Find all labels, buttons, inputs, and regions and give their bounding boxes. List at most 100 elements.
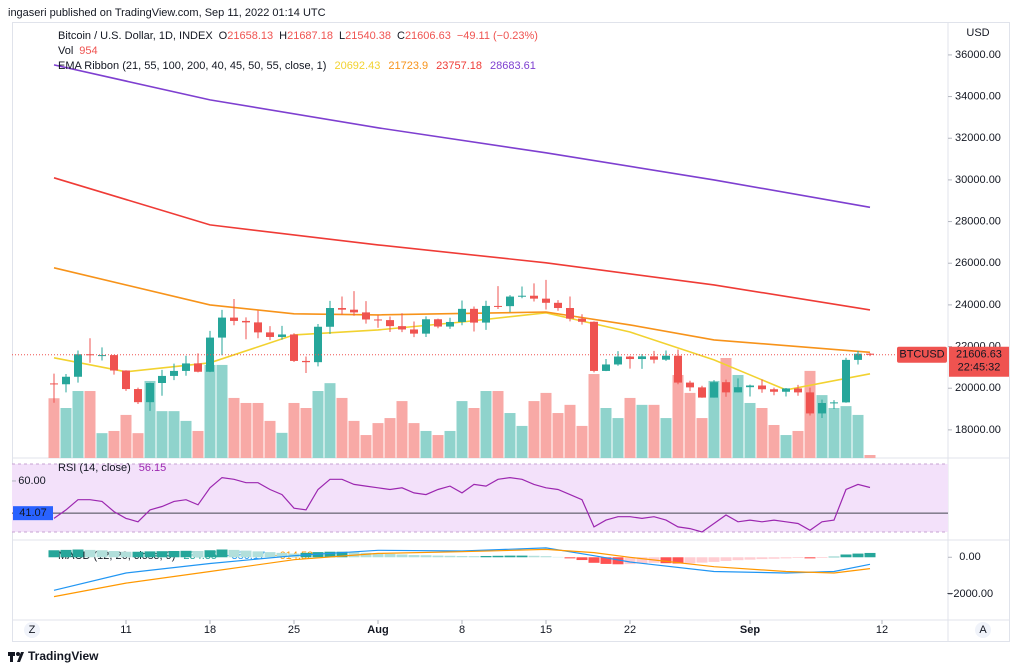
candle-body	[290, 334, 298, 361]
candle-body	[638, 356, 646, 360]
candle-body	[458, 308, 466, 322]
hist-bar	[600, 557, 612, 564]
candle-body	[50, 383, 58, 385]
hist-bar	[588, 557, 600, 563]
volume-bar	[528, 401, 540, 458]
candle-body	[530, 295, 538, 299]
candle-body	[866, 353, 874, 355]
rsi-line	[53, 476, 871, 533]
x-tick-label: 22	[624, 624, 636, 636]
x-tick-label: 15	[540, 624, 552, 636]
volume-bar	[336, 397, 348, 458]
hist-bar	[708, 557, 720, 562]
hist-bar	[504, 555, 516, 558]
hist-bar	[816, 557, 828, 559]
hist-bar	[672, 557, 684, 564]
volume-bar	[516, 425, 528, 458]
ohlc-value: 21540.38	[345, 30, 391, 42]
overlay-name: EMA Ribbon (21, 55, 100, 200, 40, 45, 50…	[58, 60, 326, 72]
hist-bar	[228, 549, 240, 558]
hline-box	[13, 506, 53, 521]
hist-bar	[84, 549, 96, 558]
hist-bar	[696, 557, 708, 563]
hist-bar	[444, 555, 456, 558]
hist-bar	[240, 550, 252, 558]
candle-body	[410, 329, 418, 334]
volume-bar	[768, 424, 780, 458]
volume-bar	[444, 430, 456, 458]
hist-bar	[408, 555, 420, 558]
volume-bar	[156, 411, 168, 458]
ohlc-label: L	[339, 30, 345, 42]
candle-body	[818, 403, 826, 414]
hist-bar	[744, 557, 756, 560]
hist-bar	[396, 554, 408, 558]
candle-body	[854, 353, 862, 360]
volume-bar	[504, 413, 516, 458]
scale-button[interactable]	[975, 622, 991, 638]
volume-bar	[432, 435, 444, 458]
hist-bar	[612, 557, 624, 565]
candle-body	[686, 382, 694, 388]
tv-logo	[8, 652, 24, 662]
hist-bar	[156, 551, 168, 558]
ema-line	[53, 177, 871, 311]
candle-body	[242, 320, 250, 323]
countdown-label: 22:45:32	[958, 362, 1001, 374]
volume-bar	[348, 420, 360, 458]
candle-body	[494, 305, 502, 307]
volume-bar	[696, 418, 708, 458]
volume-bar	[612, 418, 624, 458]
hist-bar	[480, 555, 492, 558]
volume-bar	[300, 408, 312, 458]
y-tick-label: 0.00	[959, 551, 980, 563]
volume-bar	[132, 433, 144, 458]
candle-body	[806, 392, 814, 414]
scale-button-label[interactable]: Z	[29, 624, 36, 636]
y-tick-label: 24000.00	[955, 299, 1001, 311]
candle-body	[62, 376, 70, 385]
y-tick-label: 18000.00	[955, 424, 1001, 436]
volume-bar	[192, 430, 204, 458]
candle-body	[350, 309, 358, 313]
price-label: 21606.63	[956, 349, 1002, 361]
candle-body	[146, 383, 154, 403]
volume-bar	[384, 418, 396, 458]
hist-bar	[528, 555, 540, 558]
legend-title: Bitcoin / U.S. Dollar, 1D, INDEX	[58, 30, 213, 42]
hist-bar	[456, 555, 468, 558]
candle-body	[122, 370, 130, 390]
candle-body	[266, 332, 274, 337]
candle-body	[662, 355, 670, 360]
candle-body	[614, 356, 622, 365]
hist-bar	[792, 557, 804, 559]
scale-button-label[interactable]: A	[979, 624, 987, 636]
price-box	[949, 346, 1009, 377]
hist-bar	[360, 552, 372, 558]
scale-button[interactable]	[24, 622, 40, 638]
y-tick-label: 28000.00	[955, 215, 1001, 227]
volume-bar	[276, 432, 288, 458]
candle-body	[314, 326, 322, 363]
candle-body	[710, 382, 718, 398]
candle-body	[194, 363, 202, 372]
candle-body	[398, 326, 406, 330]
hist-bar	[120, 551, 132, 558]
y-tick-label: 32000.00	[955, 132, 1001, 144]
candle-body	[254, 322, 262, 333]
hist-bar	[624, 557, 636, 565]
volume-bar	[672, 374, 684, 458]
x-tick-label: 12	[876, 624, 888, 636]
y-tick-label: 20000.00	[955, 382, 1001, 394]
hist-bar	[72, 549, 84, 558]
legend-title: RSI (14, close)	[58, 462, 131, 474]
candle-body	[470, 308, 478, 323]
candle-body	[830, 402, 838, 404]
hist-bar	[132, 551, 144, 558]
volume-bar	[756, 408, 768, 458]
hist-bar	[840, 554, 852, 558]
symbol-box	[897, 346, 947, 363]
candle-body	[758, 385, 766, 390]
x-tick-label: 11	[120, 624, 131, 636]
candle-body	[278, 334, 286, 337]
